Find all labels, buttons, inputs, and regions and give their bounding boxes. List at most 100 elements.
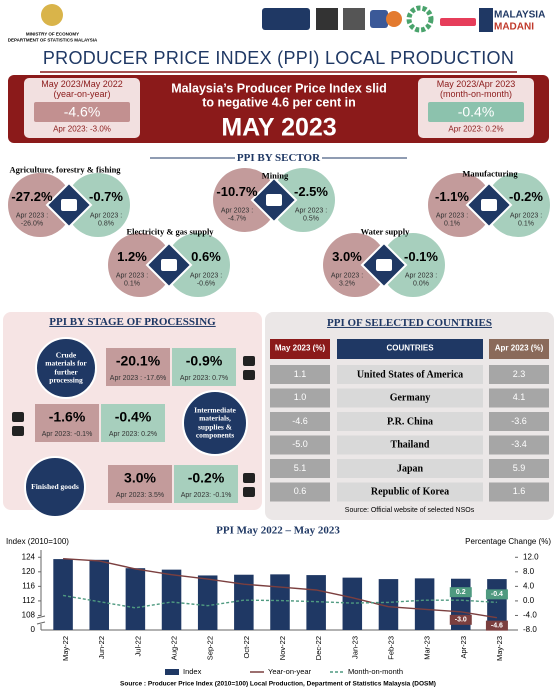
mom-value: -0.4% — [457, 103, 495, 120]
sector-yoy: 3.0% — [332, 248, 362, 264]
stage-circle — [35, 337, 97, 399]
stage-yoy: -20.1% — [115, 352, 161, 369]
yoy-circle — [213, 168, 277, 232]
sector-mom-previous: Apr 2023 : 0.1% — [509, 212, 543, 227]
table-cell — [270, 388, 330, 408]
stage-yoy-box — [108, 465, 172, 503]
crest — [41, 4, 63, 26]
sector-yoy-previous: Apr 2023 : 0.1% — [115, 272, 149, 287]
table-value: -3.6 — [511, 415, 527, 426]
stage-mom: -0.9% — [185, 352, 223, 369]
stage-yoy-box — [106, 348, 170, 386]
yoy-circle — [428, 173, 492, 237]
table-cell — [489, 482, 549, 502]
sector-yoy-previous: Apr 2023 : -26.0% — [15, 212, 49, 227]
yoy-value: -4.6% — [63, 103, 101, 120]
stage-mom-previous: Apr 2023: 0.7% — [179, 375, 229, 383]
table-header-cell — [270, 339, 330, 359]
sector-mom: -0.1% — [404, 248, 438, 264]
logo — [406, 5, 434, 33]
stage-name: Crude materials for further processing — [45, 350, 87, 385]
table-value: 4.1 — [512, 392, 526, 403]
table-cell — [489, 388, 549, 408]
table-header-cell — [337, 339, 483, 359]
sector-icon-glyph — [376, 259, 392, 271]
sector-icon-glyph — [61, 199, 77, 211]
table-header: Apr 2023 (%) — [494, 343, 544, 353]
stage-mom-box — [101, 404, 165, 442]
sector-icon-glyph — [481, 199, 497, 211]
yoy-circle — [108, 233, 172, 297]
stage-icon — [12, 412, 24, 422]
yoy-circle — [8, 173, 72, 237]
country-name: United States of America — [356, 369, 464, 380]
table-value: 0.6 — [293, 486, 307, 497]
table-cell — [489, 435, 549, 455]
mom-label: May 2023/Apr 2023 — [436, 79, 516, 90]
table-value: -5.0 — [292, 439, 308, 450]
stage-icon — [243, 487, 255, 497]
logo — [479, 8, 493, 32]
social-icons — [440, 18, 476, 26]
table-value: 1.0 — [293, 392, 307, 403]
table-cell — [270, 459, 330, 478]
sector-yoy: -10.7% — [216, 183, 258, 199]
sector-mom-previous: Apr 2023 : 0.8% — [89, 212, 123, 227]
section-title: PPI BY STAGE OF PROCESSING — [49, 315, 216, 328]
brand: MALAYSIA — [494, 9, 546, 21]
table-value: -4.6 — [292, 415, 308, 426]
sector-mom: -0.2% — [509, 188, 543, 204]
headline-month: MAY 2023 — [221, 113, 337, 142]
sector-mom: -0.7% — [89, 188, 123, 204]
mom-circle — [66, 173, 130, 237]
table-header: May 2023 (%) — [274, 343, 326, 353]
table-cell — [489, 412, 549, 431]
sector-mom-previous: Apr 2023 : 0.0% — [404, 272, 438, 287]
stage-mom: -0.4% — [114, 408, 152, 425]
stage-circle — [24, 456, 86, 518]
mom-circle — [271, 168, 335, 232]
stage-icon — [243, 370, 255, 380]
stage-mom: -0.2% — [187, 469, 225, 486]
stage-icon — [12, 426, 24, 436]
sector-yoy: -27.2% — [11, 188, 53, 204]
country-name: Thailand — [390, 439, 430, 451]
stage-name: Intermediate materials, supplies & compo… — [194, 405, 236, 440]
sector-name: Manufacturing — [462, 168, 518, 179]
sector-name: Water supply — [360, 226, 410, 237]
country-name: Japan — [396, 463, 424, 474]
mom-value-box — [428, 102, 524, 122]
stage-icon — [243, 473, 255, 483]
brand: MADANI — [494, 21, 534, 33]
country-name: P.R. China — [386, 416, 434, 427]
qr-code — [343, 8, 365, 30]
stage-icon — [243, 356, 255, 366]
stage-yoy: -1.6% — [48, 408, 86, 425]
headline: Malaysia’s Producer Price Index slid to … — [171, 81, 387, 109]
table-cell — [337, 365, 483, 384]
table-cell — [270, 482, 330, 502]
table-value: 5.9 — [512, 462, 526, 473]
table-header-cell — [489, 339, 549, 359]
table-cell — [337, 412, 483, 431]
yoy-value-box — [34, 102, 130, 122]
sector-mom-previous: Apr 2023 : 0.5% — [294, 207, 328, 222]
social-icon — [370, 10, 388, 28]
country-name: Republic of Korea — [370, 486, 450, 498]
sector-yoy-previous: Apr 2023 : 0.1% — [435, 212, 469, 227]
ministry: MINISTRY OF ECONOMY — [25, 31, 80, 37]
sector-mom: 0.6% — [191, 248, 221, 264]
section-title: PPI BY SECTOR — [236, 151, 321, 164]
yoy-circle — [323, 233, 387, 297]
country-name: Germany — [389, 392, 431, 404]
sector-yoy-previous: Apr 2023 : -4.7% — [220, 207, 254, 222]
banner — [8, 75, 549, 143]
logo — [262, 8, 310, 30]
table-cell — [337, 482, 483, 502]
sector-name: Mining — [261, 170, 289, 181]
stage-yoy-previous: Apr 2023: 3.5% — [115, 492, 165, 500]
stage-name: Finished goods — [31, 481, 79, 491]
table-cell — [270, 435, 330, 455]
table-header: COUNTRIES — [386, 343, 434, 353]
